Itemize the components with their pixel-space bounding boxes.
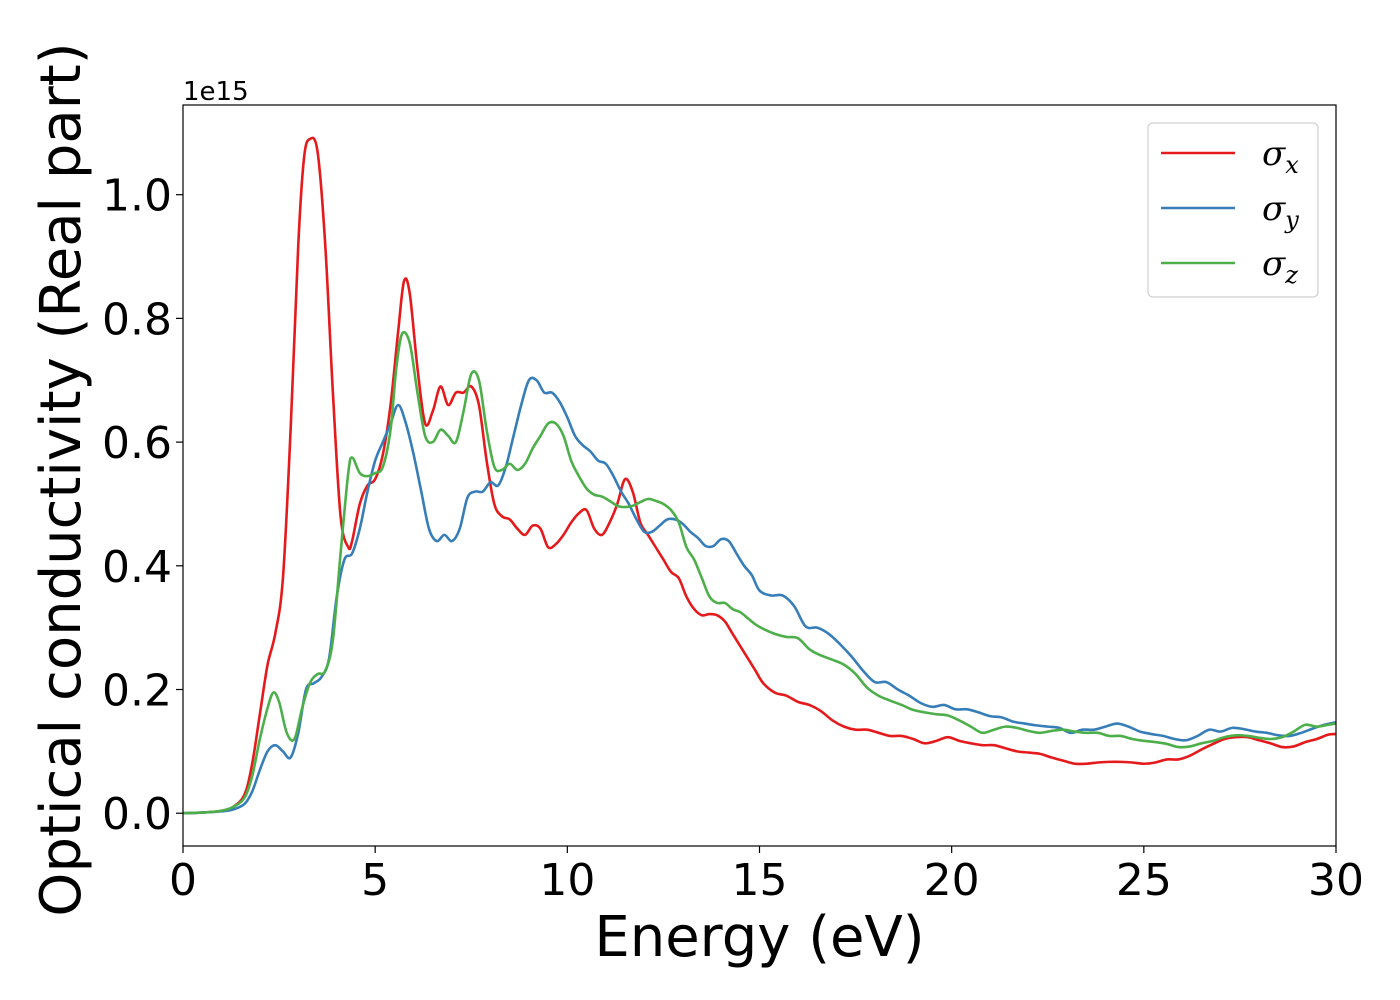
x-tick-label: 5	[361, 855, 389, 906]
y-offset-label: 1e15	[183, 77, 249, 107]
legend-label-z: σz	[1262, 244, 1298, 289]
ticks-layer: 0 5 10 15 20 25 30 0.0 0.2 0.4 0.6 0.8 1.0	[102, 171, 1364, 906]
legend-box	[1147, 122, 1319, 298]
legend-label-y: σy	[1262, 189, 1299, 234]
y-tick-label: 0.2	[102, 666, 172, 717]
x-tick-label: 30	[1308, 855, 1364, 906]
y-tick-label: 0.6	[102, 418, 172, 469]
legend: σx σy σz	[1147, 122, 1319, 298]
x-tick-label: 10	[539, 855, 595, 906]
y-tick-label: 1.0	[102, 171, 172, 222]
x-tick-label: 15	[732, 855, 788, 906]
series-layer	[182, 136, 1337, 815]
y-tick-label: 0.8	[102, 294, 172, 345]
x-tick-label: 20	[924, 855, 980, 906]
y-axis-title: Optical conductivity (Real part)	[29, 42, 94, 916]
x-tick-label: 0	[169, 855, 197, 906]
y-tick-label: 0.4	[102, 542, 172, 593]
legend-label-x: σx	[1262, 134, 1299, 179]
series-line-x	[182, 136, 1337, 815]
y-tick-label: 0.0	[102, 789, 172, 840]
x-axis-title: Energy (eV)	[594, 905, 924, 970]
series-line-z	[182, 330, 1337, 815]
x-tick-label: 25	[1116, 855, 1172, 906]
